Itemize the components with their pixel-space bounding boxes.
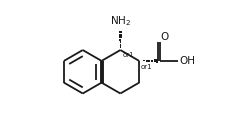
- Text: or1: or1: [122, 52, 134, 58]
- Text: or1: or1: [140, 64, 152, 70]
- Text: O: O: [160, 32, 168, 42]
- Text: OH: OH: [179, 56, 194, 66]
- Text: NH$_2$: NH$_2$: [109, 14, 130, 28]
